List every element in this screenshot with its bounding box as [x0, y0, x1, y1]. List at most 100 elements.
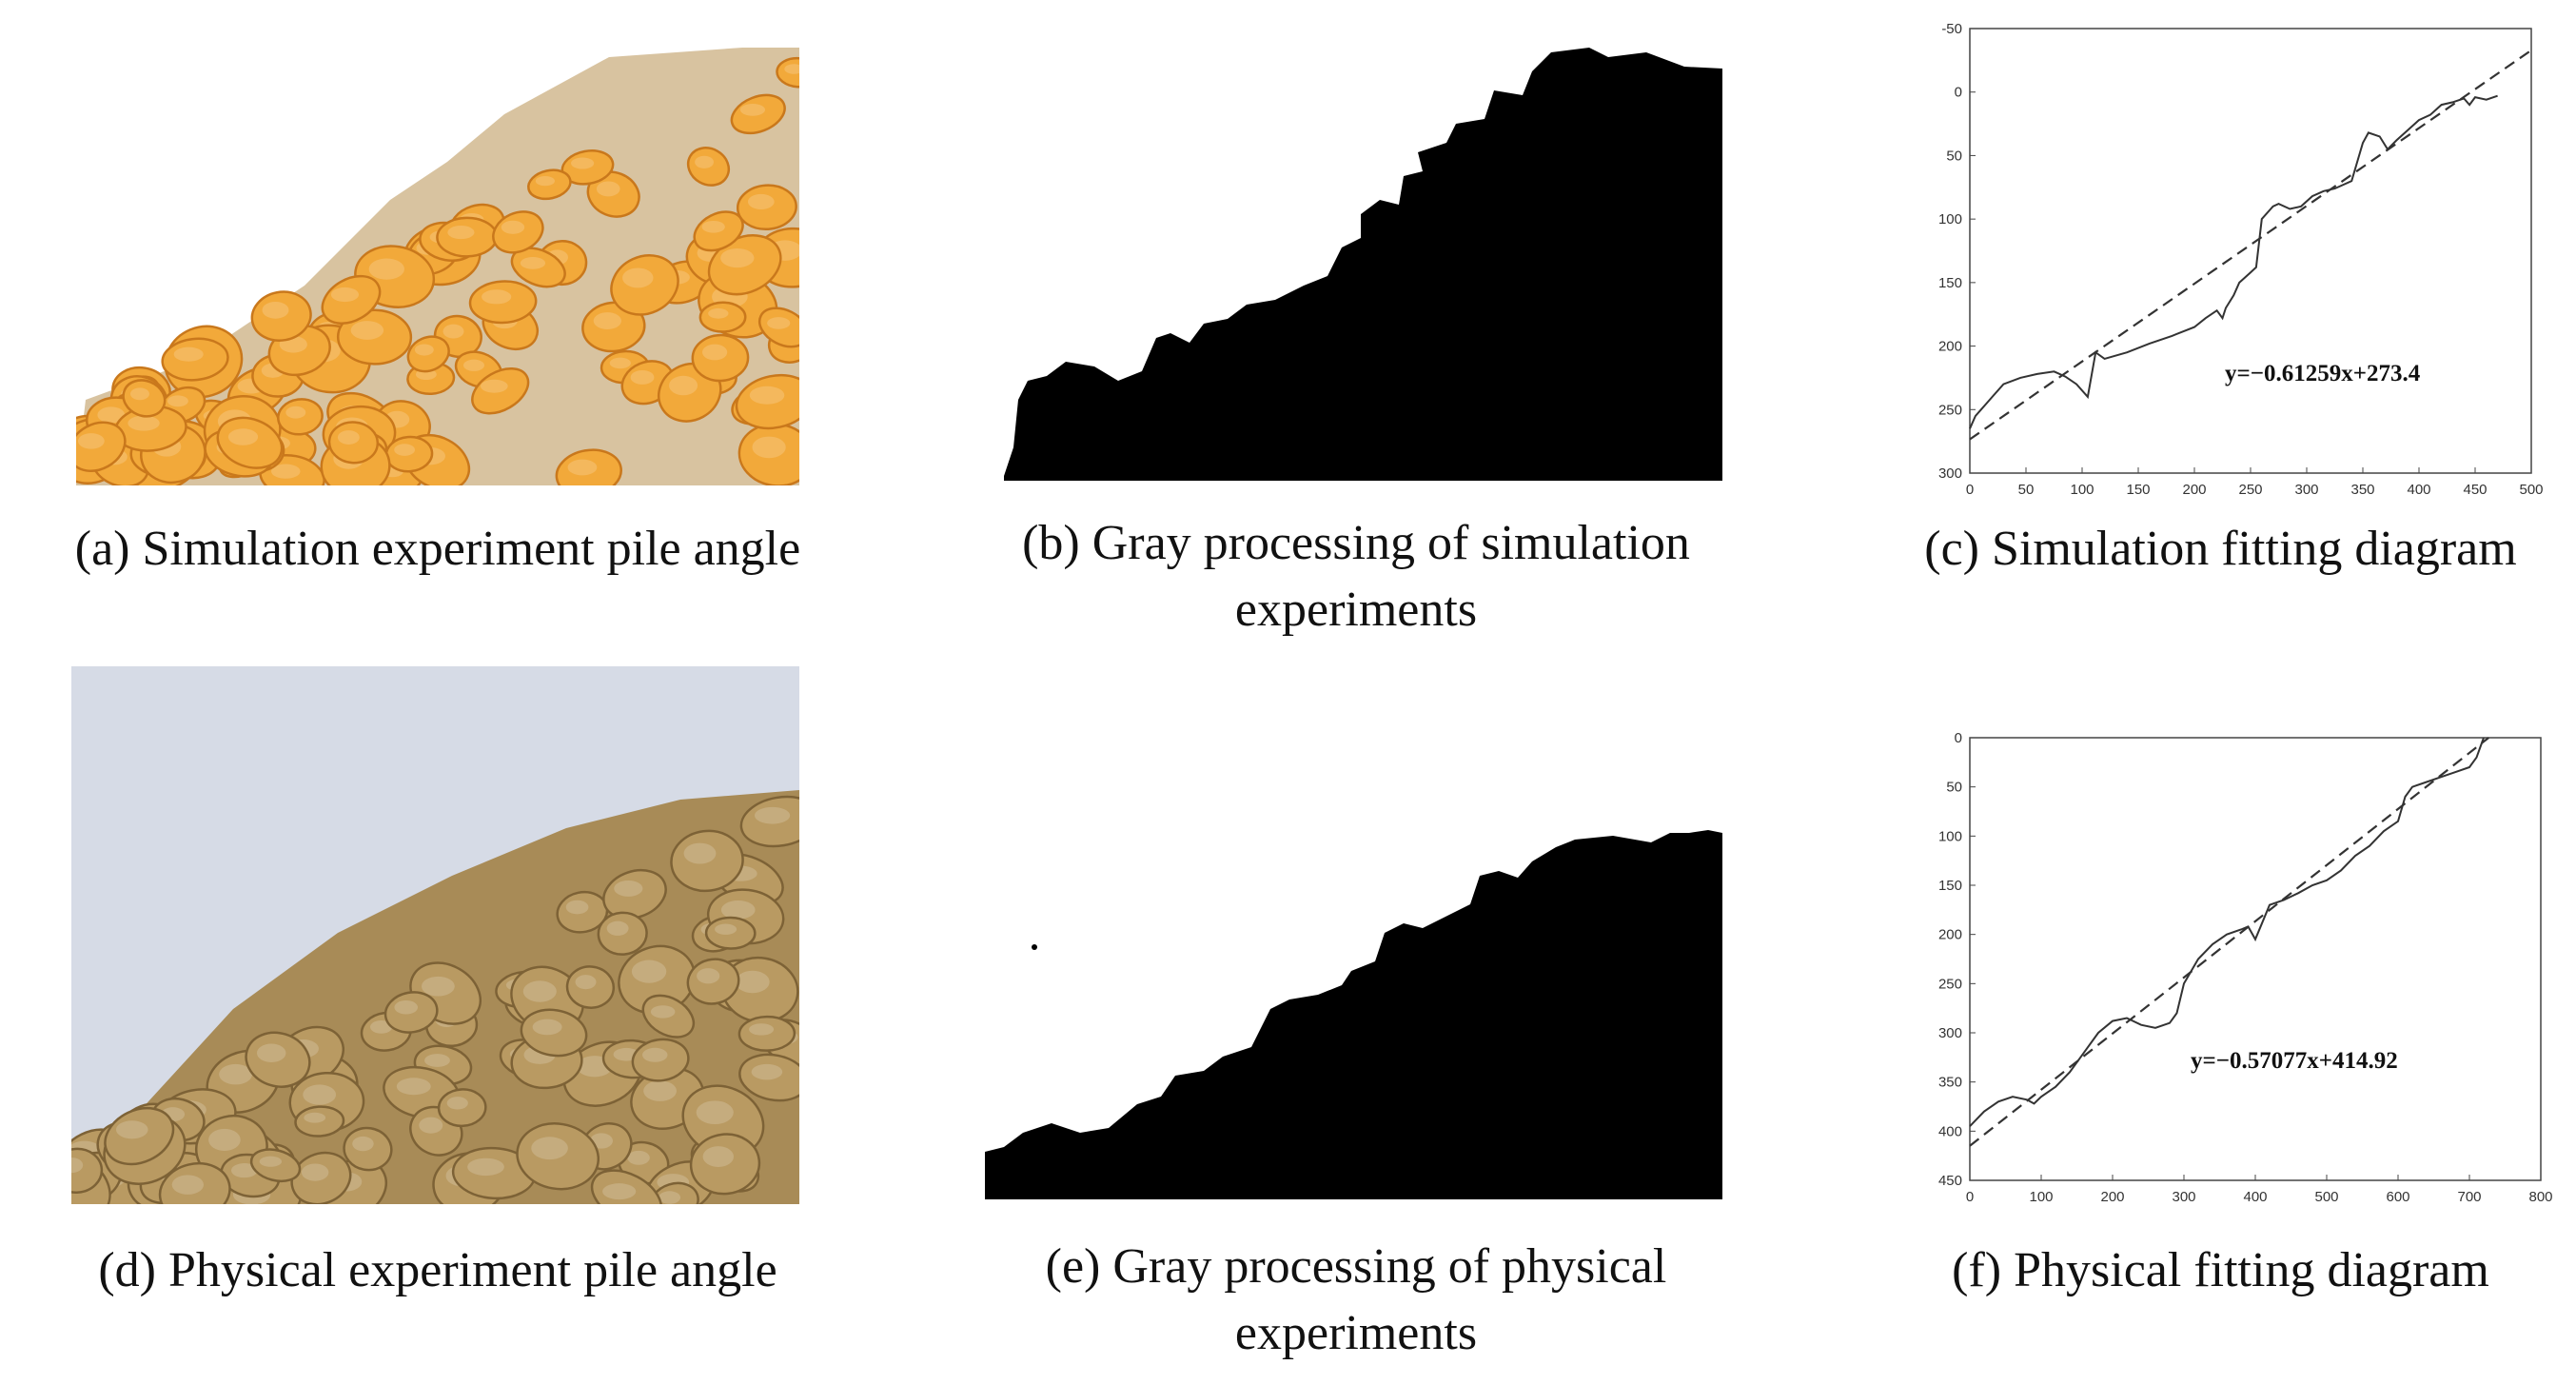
- walnut-shell: [360, 1011, 412, 1052]
- walnut-shell: [757, 307, 799, 348]
- physical-silhouette: [985, 830, 1722, 1199]
- walnut-shell: [555, 448, 622, 485]
- walnut-shell: [739, 795, 799, 848]
- x-tick-label: 300: [2172, 1189, 2195, 1205]
- silhouette-speck: [1032, 944, 1037, 950]
- walnut-shell: [618, 944, 697, 1015]
- simulation-chart-svg: 0 50 100 150 200 250 300 350 400 450 500 -50 0 50 100 1…: [1938, 21, 2544, 498]
- simulation-pile-illustration: [76, 48, 799, 485]
- x-tick-label: 150: [2126, 482, 2150, 498]
- y-tick-label: 200: [1938, 339, 1962, 355]
- walnut-shell: [122, 379, 167, 418]
- x-tick-label: 350: [2350, 482, 2374, 498]
- y-tick-label: 100: [1938, 211, 1962, 228]
- walnut-shell: [294, 1105, 345, 1138]
- y-tick-label: 0: [1955, 85, 1962, 101]
- caption-e-line2: experiments: [1234, 1306, 1478, 1360]
- walnut-shell: [649, 1181, 699, 1204]
- walnut-shell: [436, 216, 499, 258]
- y-tick-label: 150: [1938, 878, 1962, 894]
- walnut-shell: [581, 301, 646, 353]
- x-tick-label: 450: [2463, 482, 2487, 498]
- y-tick-label: 450: [1938, 1173, 1962, 1189]
- x-tick-label: 50: [2018, 482, 2035, 498]
- walnut-shell: [560, 149, 615, 186]
- walnut-shell: [471, 366, 530, 415]
- walnut-shell: [736, 184, 797, 231]
- x-tick-label: 200: [2182, 482, 2206, 498]
- caption-f: (f) Physical fitting diagram: [1865, 1237, 2576, 1304]
- walnut-shell: [520, 1008, 588, 1058]
- x-tick-label: 600: [2386, 1189, 2409, 1205]
- y-tick-label: 50: [1946, 148, 1962, 164]
- x-tick-label: 500: [2519, 482, 2543, 498]
- walnut-shell: [738, 1053, 799, 1102]
- fit-equation: y=−0.61259x+273.4: [2225, 361, 2421, 386]
- y-tick-label: 0: [1955, 730, 1962, 746]
- data-series-line: [1969, 94, 2498, 429]
- walnut-shell: [104, 1106, 175, 1166]
- caption-a-text: (a) Simulation experiment pile angle: [74, 522, 801, 576]
- x-tick-label: 500: [2314, 1189, 2338, 1205]
- walnut-shell: [776, 56, 799, 89]
- walnut-shell: [158, 1161, 231, 1204]
- caption-e: (e) Gray processing of physical experime…: [904, 1234, 1808, 1367]
- walnut-shell: [597, 911, 648, 956]
- walnut-shell: [161, 337, 229, 382]
- walnut-shell: [527, 168, 572, 201]
- walnut-shell: [670, 829, 744, 893]
- walnut-shell: [698, 301, 747, 333]
- walnut-shell: [641, 994, 696, 1039]
- walnut-shell: [730, 93, 786, 135]
- x-tick-label: 800: [2528, 1189, 2552, 1205]
- x-tick-label: 400: [2243, 1189, 2267, 1205]
- simulation-fitting-chart: 0 50 100 150 200 250 300 350 400 450 500 -50 0 50 100 1…: [1922, 11, 2550, 506]
- y-tick-label: 250: [1938, 402, 1962, 418]
- walnut-shell: [691, 333, 750, 383]
- walnut-shell: [245, 1031, 311, 1088]
- simulation-silhouette-shape: [1004, 48, 1722, 481]
- walnut-shell: [336, 308, 413, 366]
- walnut-shell: [216, 416, 284, 469]
- walnut-shell: [686, 147, 731, 187]
- walnut-shell: [250, 290, 312, 342]
- caption-c-text: (c) Simulation fitting diagram: [1924, 522, 2517, 576]
- caption-b-line2: experiments: [1234, 583, 1478, 637]
- walnut-shell: [468, 280, 538, 325]
- walnut-shell: [277, 398, 324, 436]
- x-tick-label: 250: [2238, 482, 2262, 498]
- walnut-shell: [406, 335, 450, 373]
- y-tick-label: -50: [1941, 21, 1962, 37]
- walnut-shell: [76, 421, 127, 473]
- caption-c: (c) Simulation fitting diagram: [1865, 516, 2576, 583]
- physical-pile-image: [71, 666, 799, 1204]
- y-tick-label: 300: [1938, 1025, 1962, 1041]
- y-tick-label: 250: [1938, 976, 1962, 992]
- physical-fitting-chart: 0 100 200 300 400 500 600 700 800 0 50 100 150 200 250…: [1922, 723, 2560, 1218]
- fit-equation: y=−0.57077x+414.92: [2191, 1048, 2398, 1074]
- y-tick-label: 350: [1938, 1075, 1962, 1091]
- walnut-shell: [343, 1126, 393, 1172]
- walnut-shell: [737, 1015, 796, 1052]
- walnut-shell: [686, 958, 740, 1005]
- walnut-shell: [290, 1151, 352, 1204]
- caption-f-text: (f) Physical fitting diagram: [1952, 1243, 2489, 1297]
- walnut-shell: [437, 1088, 487, 1128]
- x-tick-label: 0: [1966, 1189, 1974, 1205]
- data-series-line: [1969, 737, 2485, 1127]
- caption-e-line1: (e) Gray processing of physical: [1045, 1239, 1667, 1294]
- caption-d-text: (d) Physical experiment pile angle: [98, 1243, 777, 1297]
- y-tick-label: 100: [1938, 828, 1962, 844]
- plot-frame: [1969, 737, 2542, 1181]
- x-tick-label: 300: [2294, 482, 2318, 498]
- walnut-shell: [510, 247, 566, 288]
- caption-b-line1: (b) Gray processing of simulation: [1022, 516, 1690, 570]
- physical-chart-svg: 0 100 200 300 400 500 600 700 800 0 50 100 150 200 250…: [1938, 730, 2553, 1205]
- physical-gray-image: [985, 819, 1722, 1199]
- walnut-shell: [249, 1148, 302, 1183]
- walnut-shell: [590, 1169, 663, 1204]
- y-tick-label: 300: [1938, 465, 1962, 482]
- walnut-shell: [327, 421, 380, 465]
- walnut-shell: [451, 1146, 537, 1200]
- walnut-shell: [321, 274, 382, 325]
